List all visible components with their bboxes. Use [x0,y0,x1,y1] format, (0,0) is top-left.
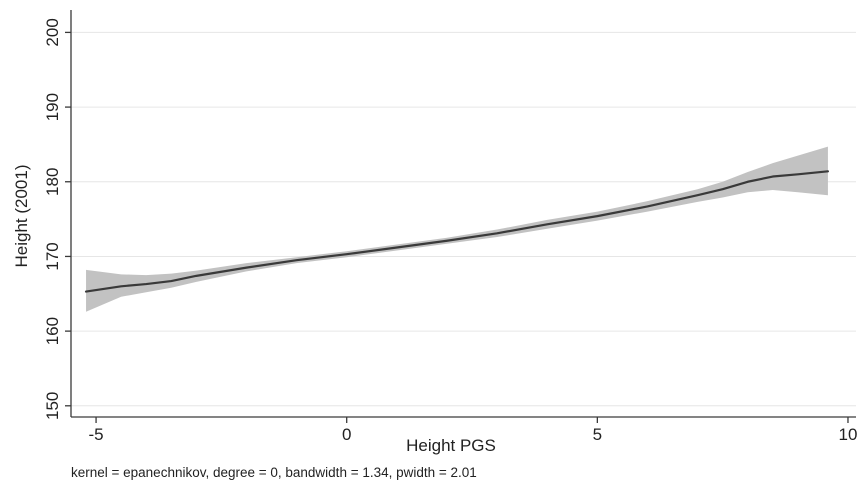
fit-line-layer [84,170,830,293]
x-axis-title: Height PGS [406,436,496,455]
y-tick-label-200: 200 [43,18,62,46]
x-tick-label--5: -5 [89,425,104,444]
y-tick-label-190: 190 [43,93,62,121]
chart-note: kernel = epanechnikov, degree = 0, bandw… [71,465,477,480]
y-tick-label-160: 160 [43,317,62,345]
fit-line-0 [84,170,830,293]
x-tick-label-0: 0 [342,425,351,444]
tick-label-layer: 150 160 170 180 190 200 -5 0 5 10 [43,18,857,444]
axis-layer [65,10,856,423]
x-tick-label-10: 10 [839,425,858,444]
x-tick-label-5: 5 [593,425,602,444]
confidence-band-0 [86,146,828,312]
y-tick-label-170: 170 [43,242,62,270]
y-tick-label-180: 180 [43,168,62,196]
y-axis-title: Height (2001) [12,164,31,267]
confidence-band-layer [86,146,828,312]
y-tick-label-150: 150 [43,392,62,420]
grid-layer [71,31,856,407]
